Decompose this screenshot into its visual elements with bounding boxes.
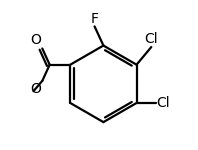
Text: Cl: Cl (156, 96, 170, 110)
Text: F: F (90, 12, 99, 26)
Text: O: O (31, 33, 42, 47)
Text: Cl: Cl (145, 32, 158, 46)
Text: O: O (31, 82, 42, 96)
